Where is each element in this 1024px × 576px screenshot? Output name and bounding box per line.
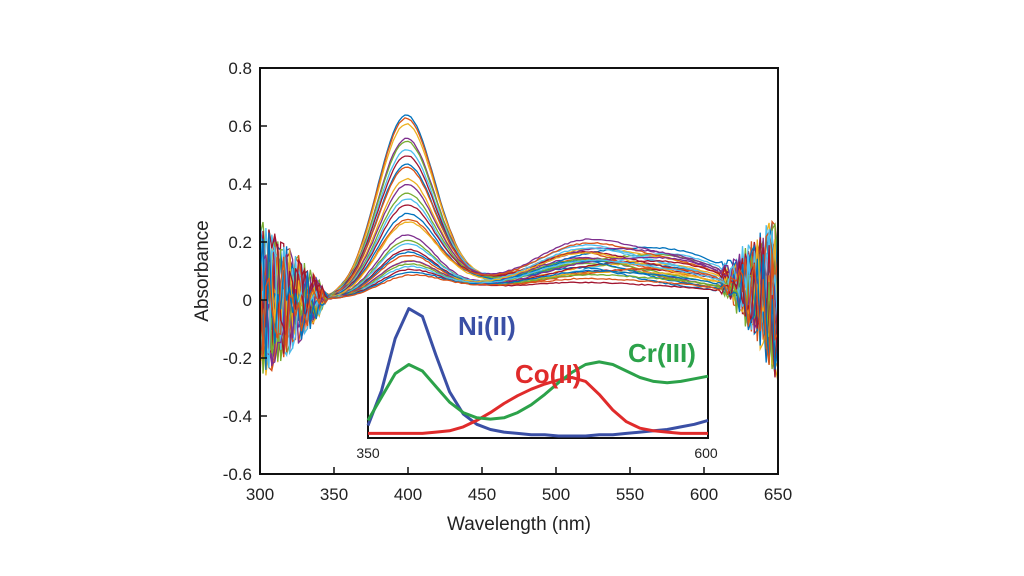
inset-series-line — [366, 360, 709, 422]
main-plot: 300 350 400 450 500 550 600 650 -0.6 -0.4 -0.2 0 0.… — [192, 59, 792, 535]
x-tick-label: 450 — [468, 485, 496, 504]
x-tick-label: 350 — [320, 485, 348, 504]
x-tick-label: 650 — [764, 485, 792, 504]
x-tick-label: 600 — [690, 485, 718, 504]
y-tick-label: 0.8 — [228, 59, 252, 78]
y-tick-label: 0 — [243, 291, 252, 310]
inset-x-tick-label-start: 350 — [356, 445, 380, 461]
x-tick-label: 400 — [394, 485, 422, 504]
main-y-ticks: -0.6 -0.4 -0.2 0 0.2 0.4 0.6 0.8 — [223, 59, 267, 484]
y-tick-label: -0.6 — [223, 465, 252, 484]
y-tick-label: 0.6 — [228, 117, 252, 136]
ni-series-label: Ni(II) — [458, 311, 516, 341]
inset-series-line — [368, 376, 708, 435]
inset-x-tick-label-end: 600 — [694, 445, 718, 461]
x-axis-title: Wavelength (nm) — [447, 514, 591, 535]
inset-plot: 350 600 Ni(II) Co(II) Cr(III) — [356, 297, 718, 461]
cr-series-label: Cr(III) — [628, 338, 696, 368]
co-series-label: Co(II) — [515, 359, 581, 389]
spectrum-series-line — [260, 183, 778, 362]
x-tick-label: 300 — [246, 485, 274, 504]
y-tick-label: 0.4 — [228, 175, 252, 194]
spectrum-series-line — [260, 253, 778, 365]
y-axis-title: Absorbance — [192, 220, 213, 321]
inset-series-group — [366, 307, 709, 438]
main-series-group — [260, 114, 778, 382]
main-plot-frame — [259, 67, 779, 475]
x-tick-label: 550 — [616, 485, 644, 504]
spectrum-series-line — [260, 163, 778, 362]
x-tick-label: 500 — [542, 485, 570, 504]
y-tick-label: -0.4 — [223, 407, 252, 426]
y-tick-label: 0.2 — [228, 233, 252, 252]
spectrum-series-line — [260, 223, 778, 356]
y-tick-label: -0.2 — [223, 349, 252, 368]
main-x-ticks: 300 350 400 450 500 550 600 650 — [246, 467, 792, 504]
spectrum-series-line — [260, 246, 778, 365]
